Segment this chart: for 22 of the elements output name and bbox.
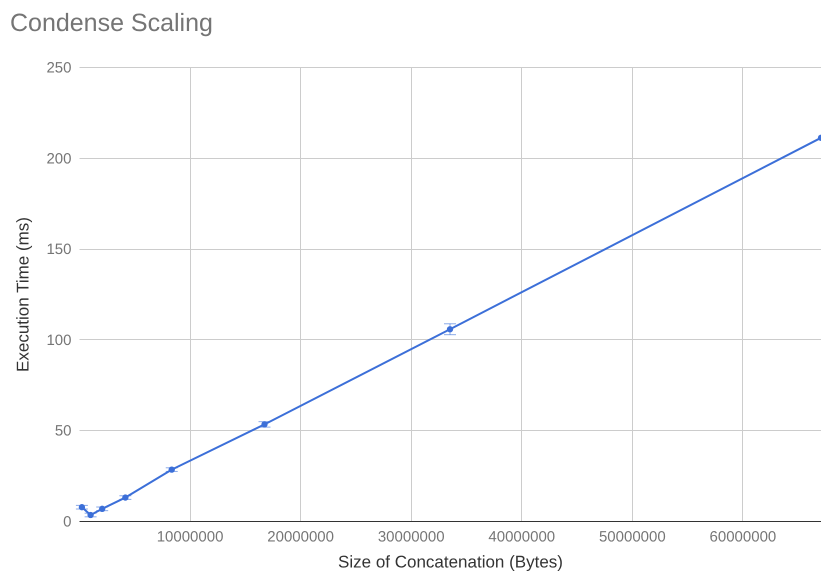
x-tick-label: 50000000: [598, 528, 666, 546]
point: [446, 326, 454, 332]
chart-title: Condense Scaling: [10, 9, 213, 37]
y-tick-label: 250: [46, 60, 72, 76]
y-tick-label: 0: [63, 514, 72, 530]
y-tick-label: 100: [46, 332, 72, 349]
point: [261, 421, 268, 428]
x-tick-label: 40000000: [488, 528, 556, 546]
y-axis-title: Execution Time (ms): [13, 217, 32, 372]
point: [78, 504, 86, 510]
point: [87, 512, 94, 518]
y-tick-label: 150: [46, 241, 72, 258]
x-tick-label: 30000000: [378, 528, 445, 546]
x-tick-label: 10000000: [156, 528, 224, 546]
x-axis-title: Size of Concatenation (Bytes): [338, 552, 563, 572]
point: [168, 466, 175, 473]
point: [99, 506, 106, 512]
x-tick-label: 20000000: [267, 528, 334, 546]
point: [122, 494, 129, 501]
y-tick-label: 50: [54, 422, 72, 440]
x-tick-label: 60000000: [710, 528, 776, 546]
y-tick-label: 200: [46, 150, 72, 168]
